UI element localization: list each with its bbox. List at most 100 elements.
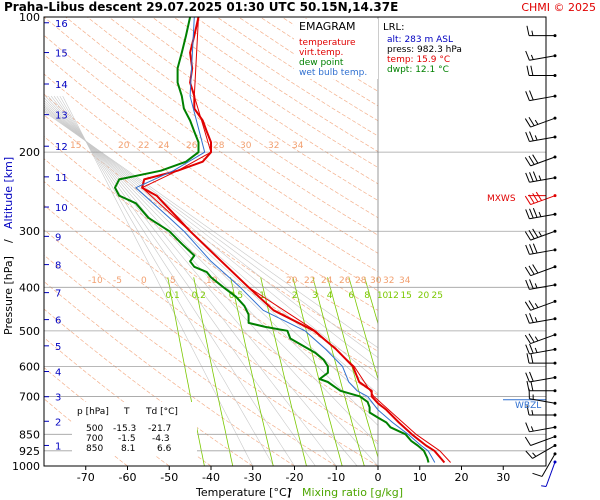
dry-adiabat-line: [65, 17, 378, 236]
wind-barb-flag: [529, 208, 534, 219]
dry-adiabat-label: 5: [170, 276, 176, 286]
wind-barb-flag: [530, 65, 534, 76]
table-row-t: -15.3: [113, 424, 136, 434]
x-axis-title-mixing: Mixing ratio [g/kg]: [302, 486, 403, 499]
mixing-ratio-line: [260, 277, 307, 466]
legend-box: [294, 19, 378, 79]
moist-adiabat-line: [44, 109, 378, 359]
x-tick-label: -40: [202, 471, 220, 484]
wind-barb-flag: [526, 353, 530, 364]
altitude-tick-label: 15: [55, 49, 68, 60]
mixing-ratio-line: [312, 277, 365, 466]
x-tick-label: -10: [327, 471, 345, 484]
wind-barb-staff: [529, 136, 556, 142]
wind-barb-flag: [524, 334, 531, 344]
dry-adiabat-label: 32: [383, 276, 394, 286]
wind-barb-flag: [530, 353, 534, 364]
dry-adiabat-label: -10: [88, 276, 103, 286]
wind-barb-flag: [524, 436, 531, 446]
wind-barb-flag: [532, 207, 538, 218]
wind-barb-flag: [526, 405, 530, 416]
wind-barb: [526, 405, 557, 417]
wind-barb-dot: [553, 347, 557, 351]
wind-barb-flag: [526, 380, 530, 391]
wind-barb: [525, 422, 557, 433]
chart-title: Praha-Libus descent 29.07.2025 01:30 UTC…: [4, 0, 398, 14]
dry-adiabat-label: 0: [141, 276, 147, 286]
wind-barb: [525, 171, 557, 183]
wind-barb-staff: [529, 249, 556, 255]
altitude-tick-label: 12: [55, 142, 68, 153]
wind-barb: [526, 353, 557, 365]
wind-barb-flag: [525, 372, 530, 383]
mixing-ratio-label: 15: [400, 291, 411, 301]
wind-barb-flag: [530, 54, 534, 60]
moist-adiabat-line: [50, 95, 337, 466]
wind-barb-dot: [553, 435, 557, 439]
copyright-text: CHMI © 2025: [521, 1, 596, 14]
wind-barb-flag: [528, 194, 535, 204]
dry-adiabat-label: 24: [321, 276, 333, 286]
table-header-t: T: [123, 407, 130, 417]
dry-adiabat-label: 28: [213, 141, 225, 151]
wind-barb-staff: [530, 300, 556, 311]
wind-barb: [525, 343, 557, 355]
altitude-tick-label: 2: [55, 417, 61, 428]
altitude-tick-label: 3: [55, 393, 61, 404]
dry-adiabat-label: 26: [186, 141, 198, 151]
wind-barb-flag: [532, 243, 538, 254]
x-tick-label: 30: [496, 471, 510, 484]
profile-lines: [114, 17, 451, 464]
wind-barb-flag: [530, 426, 534, 432]
wind-barb-flag: [534, 303, 539, 308]
wind-barb-dot: [553, 74, 557, 78]
dry-adiabat-label: 28: [355, 276, 367, 286]
wind-barb-dot: [553, 34, 557, 38]
dry-adiabat-label: 34: [292, 141, 304, 151]
dry-adiabat-label: 30: [370, 276, 382, 286]
dry-adiabat-label: -5: [113, 276, 122, 286]
wind-barb-dot: [553, 361, 557, 365]
pressure-tick-label: 600: [19, 360, 40, 373]
wind-barb-flag: [525, 91, 530, 101]
wind-barb-staff: [529, 55, 556, 61]
wind-barb-flag: [532, 171, 538, 182]
wind-barb-dot: [553, 401, 557, 405]
altitude-tick-label: 9: [55, 232, 61, 243]
wind-barb-flag: [534, 347, 538, 353]
wind-barb: [524, 191, 557, 206]
wind-barb-flag: [525, 450, 533, 459]
mixing-ratio-label: 2: [292, 291, 298, 301]
wind-barb-dot: [553, 116, 557, 120]
wind-barb-dot: [553, 375, 557, 379]
plot-area: [44, 17, 546, 466]
wind-barb-dot: [553, 248, 557, 252]
wind-barb-staff: [529, 213, 556, 220]
wind-barb-staff: [529, 318, 556, 324]
wind-barb: [524, 154, 557, 167]
x-tick-label: 10: [413, 471, 427, 484]
mixing-ratio-line: [327, 277, 378, 459]
moist-adiabat-line: [44, 99, 378, 426]
wind-barb: [525, 243, 557, 255]
axis-ticks: -70 -60 -50 -40 -30 -20 -10 0 10 20 30100200300400…: [12, 11, 546, 484]
lrl-pressure: press: 982.3 hPa: [387, 45, 462, 55]
wind-barb-dot: [553, 194, 557, 198]
wbzl-label: WBZL: [515, 401, 541, 411]
pressure-tick-label: 925: [19, 445, 40, 458]
wind-barb-staff: [530, 195, 556, 206]
x-tick-label: 20: [455, 471, 469, 484]
wind-barb-flag: [524, 266, 531, 276]
dry-adiabat-line: [44, 34, 378, 273]
mxws-label: MXWS: [487, 194, 516, 204]
wind-barb-flag: [529, 244, 534, 254]
mixing-ratio-line: [348, 277, 378, 381]
wind-barb-flag: [525, 422, 530, 433]
table-row-t: -1.5: [118, 434, 136, 444]
wind-barb-staff: [529, 177, 556, 183]
pressure-tick-label: 850: [19, 428, 40, 441]
wind-barb: [528, 388, 557, 405]
wind-barb: [524, 299, 557, 311]
wind-barb-dot: [553, 229, 557, 233]
